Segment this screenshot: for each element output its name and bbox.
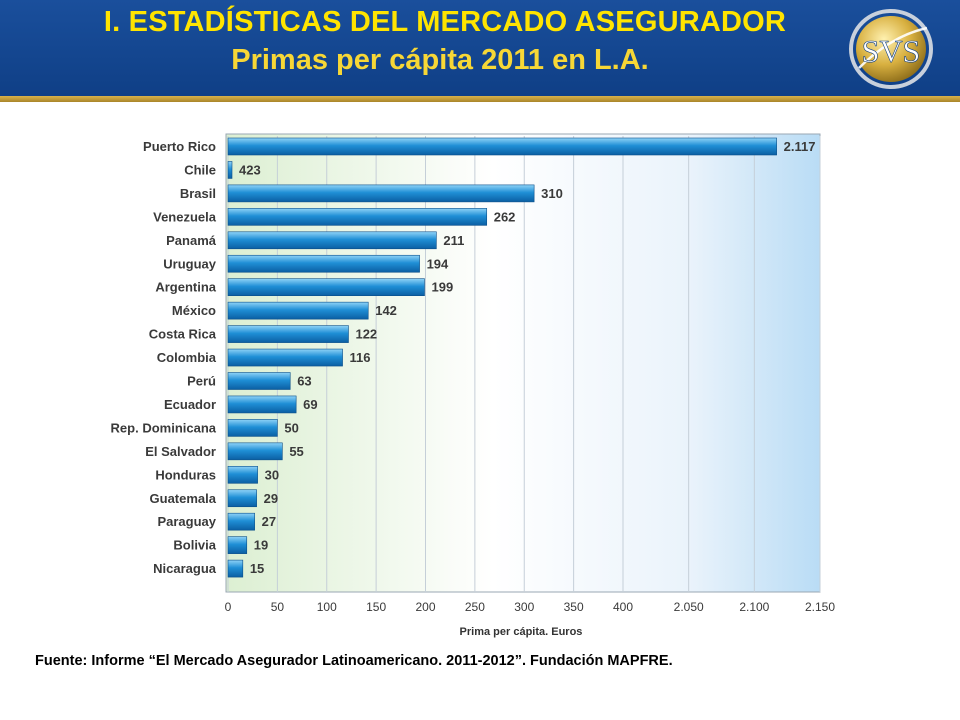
value-label: 199 — [432, 280, 454, 295]
value-label: 310 — [541, 186, 563, 201]
bar-uruguay — [227, 254, 420, 273]
value-label: 142 — [375, 303, 397, 318]
category-label: Guatemala — [150, 491, 217, 506]
bar-rep-dominicana — [227, 419, 278, 437]
value-label: 122 — [355, 327, 377, 342]
category-label: Bolivia — [173, 538, 216, 553]
x-tick-label: 2.150 — [805, 600, 835, 614]
x-tick-label: 2.050 — [674, 600, 704, 614]
category-label: Rep. Dominicana — [111, 420, 217, 435]
category-label: México — [172, 303, 216, 318]
bar-colombia — [227, 348, 343, 367]
category-label: Paraguay — [157, 514, 216, 529]
value-label: 194 — [427, 256, 449, 271]
bar-guatemala — [227, 489, 257, 508]
category-label: Perú — [187, 374, 216, 389]
logo-text: SVS — [862, 33, 921, 69]
x-tick-label: 200 — [415, 600, 435, 614]
x-tick-label: 300 — [514, 600, 534, 614]
bar-chile — [227, 161, 233, 179]
header-gold-stripe — [0, 96, 960, 102]
bar-per- — [227, 372, 291, 390]
category-label: Puerto Rico — [143, 139, 216, 154]
category-label: Ecuador — [164, 397, 216, 412]
bar-puerto-rico — [227, 137, 777, 156]
bars — [227, 137, 777, 578]
bar-m-xico — [227, 301, 369, 320]
value-label: 69 — [303, 397, 317, 412]
bar-ecuador — [227, 395, 297, 414]
value-label: 30 — [265, 467, 279, 482]
premium-per-capita-chart: 2.117 423 310 262 211 194 199 142 122 116 63 69 50 55… — [111, 133, 836, 638]
x-tick-label: 150 — [366, 600, 386, 614]
x-tick-labels: 0 50 100 150 200 250 300 350 400 2.050 2.100 2.150 — [225, 600, 836, 614]
x-tick-label: 250 — [465, 600, 485, 614]
value-label: 29 — [264, 491, 278, 506]
category-label: Uruguay — [163, 256, 217, 271]
category-label: Venezuela — [153, 209, 217, 224]
bar-bolivia — [227, 536, 248, 554]
bar-brasil — [227, 184, 535, 203]
bar-venezuela — [227, 208, 488, 226]
bar-honduras — [227, 465, 258, 484]
x-tick-label: 0 — [225, 600, 232, 614]
category-label: Nicaragua — [153, 561, 217, 576]
x-tick-label: 50 — [271, 600, 285, 614]
bar-paraguay — [227, 512, 255, 531]
logo-ring-icon — [849, 9, 933, 89]
bar-costa-rica — [227, 325, 349, 343]
value-label: 262 — [494, 209, 516, 224]
logo-swoosh-icon — [858, 26, 928, 69]
value-label: 423 — [239, 162, 261, 177]
source-note: Fuente: Informe “El Mercado Asegurador L… — [35, 653, 673, 669]
category-label: Colombia — [157, 350, 217, 365]
value-label: 27 — [262, 514, 276, 529]
slide-title: I. ESTADÍSTICAS DEL MERCADO ASEGURADOR — [103, 6, 787, 38]
category-label: Brasil — [180, 186, 216, 201]
bar-nicaragua — [227, 559, 244, 578]
value-label: 19 — [254, 538, 268, 553]
category-label: Chile — [184, 162, 216, 177]
x-axis-label: Prima per cápita. Euros — [460, 626, 583, 638]
slide-header — [0, 0, 960, 96]
slide-subtitle: Primas per cápita 2011 en L.A. — [231, 44, 649, 76]
x-tick-label: 2.100 — [739, 600, 769, 614]
svs-logo: SVS — [849, 9, 933, 89]
bar-argentina — [227, 278, 425, 296]
x-tick-label: 100 — [317, 600, 337, 614]
category-label: Panamá — [166, 233, 217, 248]
value-label: 2.117 — [784, 139, 816, 154]
x-tick-label: 350 — [564, 600, 584, 614]
category-label: Argentina — [155, 280, 216, 295]
value-label: 116 — [350, 350, 371, 365]
value-label: 50 — [284, 420, 298, 435]
value-label: 211 — [443, 233, 464, 248]
value-label: 15 — [250, 561, 264, 576]
value-label: 55 — [289, 444, 303, 459]
category-labels: Puerto Rico Chile Brasil Venezuela Panamá Uru… — [111, 139, 217, 576]
category-label: El Salvador — [145, 444, 216, 459]
value-label: 63 — [297, 374, 311, 389]
category-label: Costa Rica — [149, 327, 217, 342]
bar-panam- — [227, 231, 437, 250]
bar-el-salvador — [227, 442, 283, 461]
x-tick-label: 400 — [613, 600, 633, 614]
category-label: Honduras — [155, 467, 216, 482]
value-labels: 2.117 423 310 262 211 194 199 142 122 116 63 69 50 55… — [239, 139, 815, 576]
